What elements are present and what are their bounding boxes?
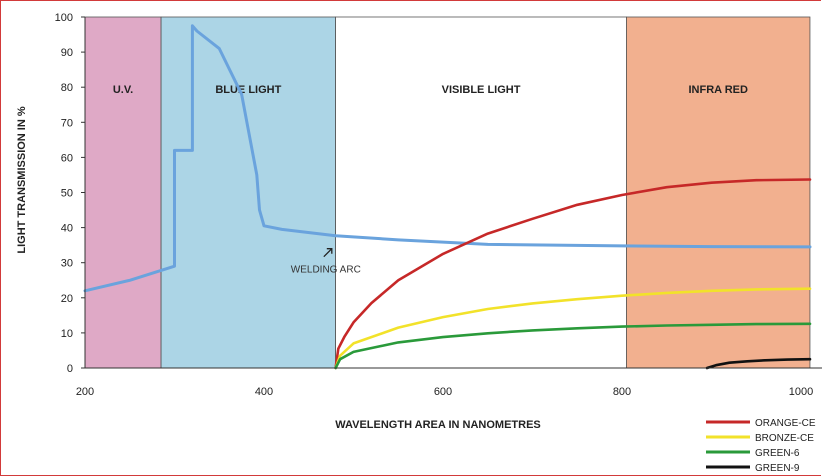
x-tick-label: 200 [76, 386, 94, 398]
annotation-label: WELDING ARC [291, 265, 361, 276]
chart-regions: U.V. BLUE LIGHT VISIBLE LIGHT INFRA RED [84, 16, 811, 369]
y-tick-label: 80 [61, 82, 73, 94]
y-tick-label: 10 [61, 328, 73, 340]
x-axis-label: WAVELENGTH AREA IN NANOMETRES [335, 419, 541, 431]
series-line-welding-arc [83, 24, 812, 293]
x-tick-label: 800 [613, 386, 631, 398]
y-tick-label: 90 [61, 47, 73, 59]
region-label: INFRA RED [688, 84, 748, 96]
y-tick-label: 100 [55, 12, 73, 24]
x-tick-label: 400 [255, 386, 273, 398]
series-line-green-6 [334, 322, 812, 370]
y-tick-label: 70 [61, 117, 73, 129]
legend-label: GREEN-6 [755, 448, 800, 459]
legend-label: GREEN-9 [755, 463, 800, 474]
region-u-v [84, 16, 162, 369]
y-tick-label: 0 [67, 363, 73, 375]
region-infra-red [626, 16, 811, 369]
series-line-bronze-ce [334, 287, 812, 370]
y-tick-label: 50 [61, 188, 73, 200]
x-tick-label: 600 [434, 386, 452, 398]
legend-label: BRONZE-CE [755, 433, 814, 444]
legend-label: ORANGE-CE [755, 418, 816, 429]
chart-legend: ORANGE-CE BRONZE-CE GREEN-6 GREEN-9 [706, 418, 816, 474]
chart-annotations: WELDING ARC [291, 248, 361, 276]
region-label: BLUE LIGHT [215, 84, 281, 96]
x-tick-label: 1000 [789, 386, 813, 398]
series-line-green-9 [705, 357, 812, 370]
region-label: VISIBLE LIGHT [442, 84, 521, 96]
y-tick-label: 60 [61, 152, 73, 164]
y-tick-label: 20 [61, 293, 73, 305]
region-label: U.V. [113, 84, 133, 96]
y-tick-label: 40 [61, 223, 73, 235]
y-tick-label: 30 [61, 258, 73, 270]
region-visible-light [335, 16, 627, 369]
region-blue-light [160, 16, 336, 369]
series-line-orange-ce [334, 178, 812, 370]
chart-ticks: 0 10 20 30 40 50 60 70 80 90 100 200 400 600 800 1000 [55, 12, 814, 398]
y-axis-label: LIGHT TRANSMISSION IN % [16, 106, 28, 254]
annotation-arrow-icon [323, 248, 333, 258]
chart-lines [83, 24, 812, 370]
